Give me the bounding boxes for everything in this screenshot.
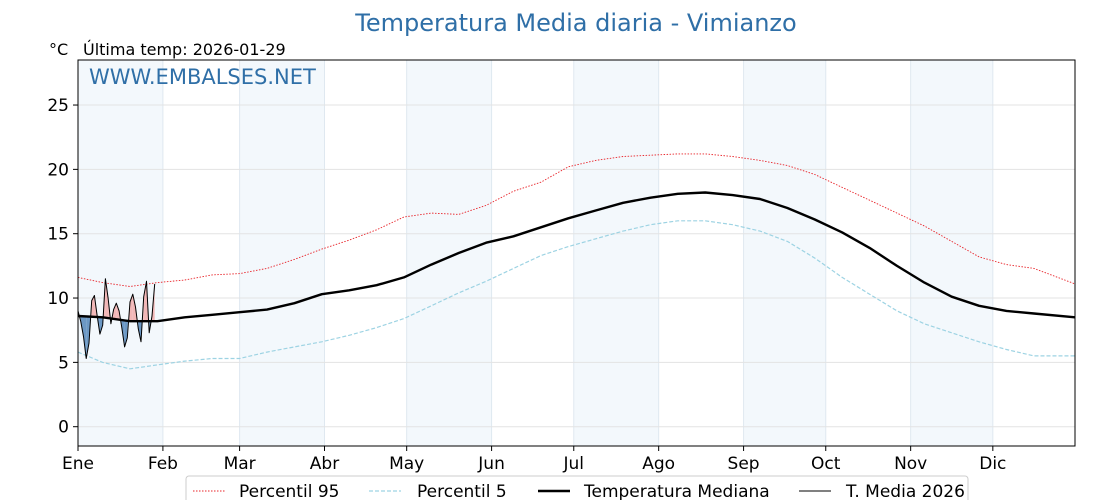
x-tick-label-abr: Abr — [310, 454, 339, 474]
legend-box — [185, 475, 969, 500]
legend-label-p5: Percentil 5 — [417, 482, 507, 500]
legend-label-media2026: T. Media 2026 — [845, 482, 965, 500]
anomaly-fill-warm — [116, 303, 120, 320]
month-band-mar — [239, 60, 325, 446]
y-tick-label: 20 — [47, 160, 69, 180]
x-tick-label-ene: Ene — [62, 454, 94, 474]
x-tick-label-oct: Oct — [811, 454, 841, 474]
last-temp-subtitle: Última temp: 2026-01-29 — [83, 40, 286, 59]
x-axis: Ene Feb Mar Abr May Jun Jul Ago Sep Oct Nov Dic — [62, 446, 1006, 474]
x-tick-label-ago: Ago — [642, 454, 675, 474]
anomaly-fill-cold — [83, 316, 87, 359]
series-line-t-media-2026 — [77, 278, 156, 359]
y-tick-label: 5 — [58, 353, 69, 373]
grid-lines — [77, 60, 1075, 446]
chart-title: Temperatura Media diaria - Vimianzo — [354, 9, 796, 37]
y-unit-label: °C — [49, 40, 68, 59]
x-tick-label-may: May — [389, 454, 424, 474]
anomaly-fill-warm — [132, 294, 136, 322]
x-tick-label-sep: Sep — [728, 454, 760, 474]
y-tick-label: 10 — [47, 289, 69, 309]
series-line-temperatura-mediana — [77, 191, 1076, 323]
x-tick-label-nov: Nov — [894, 454, 927, 474]
y-axis: 0 5 10 15 20 25 — [47, 96, 78, 438]
month-band-nov — [910, 60, 993, 446]
anomaly-fill-warm — [105, 278, 109, 319]
x-tick-label-jul: Jul — [563, 454, 585, 474]
anomaly-fill-warm — [91, 295, 95, 317]
legend: Percentil 95 Percentil 5 Temperatura Med… — [185, 475, 969, 500]
y-tick-label: 0 — [58, 418, 69, 438]
month-band-may — [406, 60, 492, 446]
month-band-sep — [743, 60, 826, 446]
x-tick-label-dic: Dic — [979, 454, 1006, 474]
plot-frame — [77, 59, 1076, 447]
anomaly-fill-warm — [143, 281, 147, 322]
legend-label-p95: Percentil 95 — [239, 482, 339, 500]
legend-label-mediana: Temperatura Mediana — [583, 482, 770, 500]
anomaly-fill-cold — [86, 316, 89, 359]
series-line-percentil-95 — [77, 153, 1076, 287]
anomaly-fill-cold — [99, 317, 103, 335]
watermark: WWW.EMBALSES.NET — [89, 65, 316, 89]
anomaly-fill-cold — [124, 320, 128, 347]
anomaly-fill-warm — [113, 303, 117, 320]
x-tick-label-jun: Jun — [477, 454, 505, 474]
series-lines — [77, 153, 1076, 370]
x-tick-label-mar: Mar — [224, 454, 256, 474]
x-tick-label-feb: Feb — [148, 454, 178, 474]
y-tick-label: 25 — [47, 96, 69, 116]
month-bands — [78, 60, 993, 446]
month-band-ene — [78, 60, 163, 446]
y-tick-label: 15 — [47, 225, 69, 245]
series-line-percentil-5 — [77, 220, 1075, 370]
month-band-jul — [573, 60, 659, 446]
